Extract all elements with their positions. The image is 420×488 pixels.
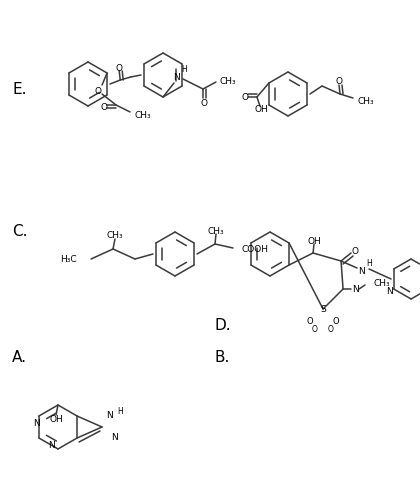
Text: H: H (181, 65, 187, 74)
Text: H: H (117, 406, 123, 415)
Text: OH: OH (49, 415, 63, 424)
Text: N: N (48, 441, 55, 449)
Text: N: N (173, 72, 180, 81)
Text: A.: A. (12, 350, 27, 365)
Text: O: O (100, 102, 108, 111)
Text: CH₃: CH₃ (373, 279, 390, 288)
Text: CH₃: CH₃ (220, 76, 236, 85)
Text: O: O (352, 246, 359, 255)
Text: E.: E. (12, 82, 26, 97)
Text: CH₃: CH₃ (357, 96, 374, 105)
Text: N: N (352, 285, 358, 294)
Text: N: N (386, 287, 393, 296)
Text: CH₃: CH₃ (207, 226, 224, 235)
Text: D.: D. (215, 317, 231, 332)
Text: O: O (241, 93, 249, 102)
Text: N: N (106, 411, 113, 420)
Text: C.: C. (12, 224, 27, 239)
Text: O: O (116, 63, 123, 72)
Text: N: N (358, 266, 365, 275)
Text: CH₃: CH₃ (134, 110, 151, 119)
Text: O: O (336, 77, 342, 86)
Text: COOH: COOH (241, 245, 268, 254)
Text: O: O (307, 317, 313, 326)
Text: B.: B. (215, 350, 231, 365)
Text: N: N (111, 433, 118, 442)
Text: S: S (320, 305, 326, 314)
Text: H: H (366, 258, 372, 267)
Text: CH₃: CH₃ (107, 231, 123, 240)
Text: N: N (33, 418, 40, 427)
Text: O: O (312, 325, 318, 334)
Text: O: O (328, 325, 334, 334)
Text: O: O (200, 98, 207, 107)
Text: OH: OH (254, 105, 268, 114)
Text: O: O (333, 317, 339, 326)
Text: H₃C: H₃C (60, 255, 77, 264)
Text: OH: OH (307, 237, 321, 246)
Text: O: O (94, 87, 102, 96)
